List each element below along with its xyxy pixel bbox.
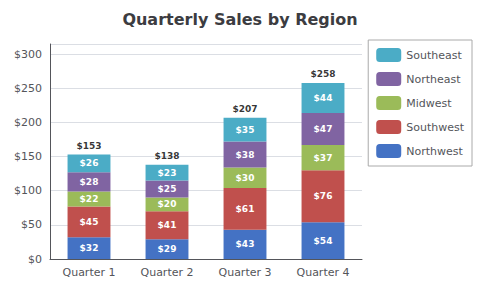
svg-text:$153: $153: [76, 141, 101, 151]
svg-text:$29: $29: [158, 244, 177, 254]
svg-text:Midwest: Midwest: [406, 97, 452, 110]
svg-text:$35: $35: [236, 125, 255, 135]
svg-text:$300: $300: [14, 48, 42, 61]
svg-text:Northwest: Northwest: [406, 145, 463, 158]
svg-text:Northeast: Northeast: [406, 73, 461, 86]
svg-text:$20: $20: [158, 199, 177, 209]
svg-text:$45: $45: [80, 217, 99, 227]
svg-text:$41: $41: [158, 220, 177, 230]
svg-text:$0: $0: [28, 253, 42, 266]
svg-text:$23: $23: [158, 168, 177, 178]
svg-text:$30: $30: [236, 173, 255, 183]
svg-text:Quarter 4: Quarter 4: [297, 266, 350, 279]
svg-text:Southeast: Southeast: [406, 49, 462, 62]
svg-text:$200: $200: [14, 116, 42, 129]
svg-text:$26: $26: [80, 158, 99, 168]
svg-text:$250: $250: [14, 82, 42, 95]
svg-text:Quarterly Sales by Region: Quarterly Sales by Region: [122, 10, 357, 29]
svg-text:$25: $25: [158, 184, 177, 194]
svg-text:Southwest: Southwest: [406, 121, 464, 134]
svg-text:$76: $76: [314, 191, 333, 201]
svg-text:Quarter 3: Quarter 3: [219, 266, 272, 279]
svg-text:$28: $28: [80, 177, 99, 187]
svg-text:$43: $43: [236, 239, 255, 249]
svg-text:$207: $207: [232, 104, 257, 114]
svg-text:$32: $32: [80, 243, 99, 253]
svg-text:$100: $100: [14, 184, 42, 197]
svg-text:$138: $138: [154, 151, 179, 161]
svg-text:$50: $50: [21, 218, 42, 231]
svg-text:$258: $258: [310, 69, 335, 79]
svg-text:$37: $37: [314, 153, 333, 163]
svg-text:$44: $44: [314, 93, 333, 103]
svg-text:Quarter 1: Quarter 1: [63, 266, 116, 279]
svg-text:$150: $150: [14, 150, 42, 163]
svg-text:$54: $54: [314, 236, 333, 246]
svg-text:$47: $47: [314, 124, 333, 134]
svg-text:$22: $22: [80, 194, 99, 204]
svg-text:Quarter 2: Quarter 2: [141, 266, 194, 279]
svg-text:$61: $61: [236, 204, 255, 214]
svg-text:$38: $38: [236, 150, 255, 160]
